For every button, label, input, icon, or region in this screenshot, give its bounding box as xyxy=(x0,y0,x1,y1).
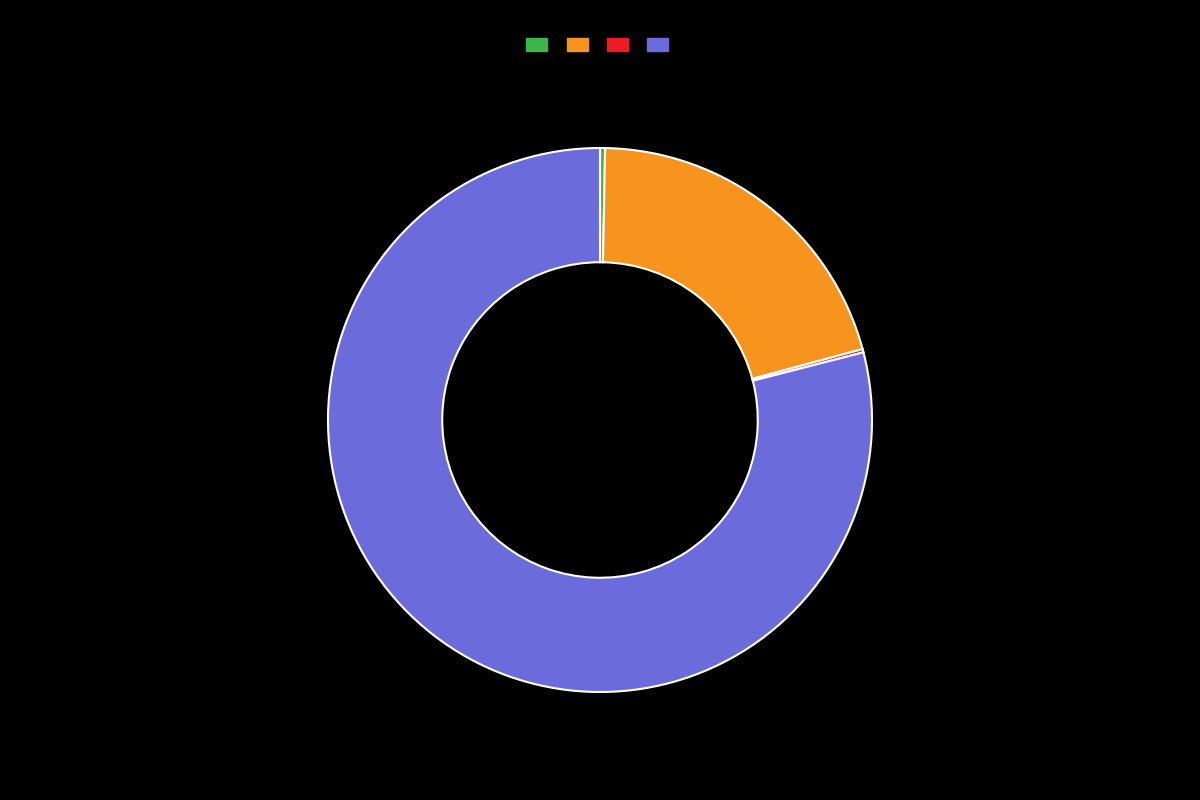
Wedge shape xyxy=(328,148,872,692)
Wedge shape xyxy=(752,349,864,381)
Wedge shape xyxy=(602,148,863,379)
Wedge shape xyxy=(600,148,605,262)
Legend: , , , : , , , xyxy=(521,33,679,58)
